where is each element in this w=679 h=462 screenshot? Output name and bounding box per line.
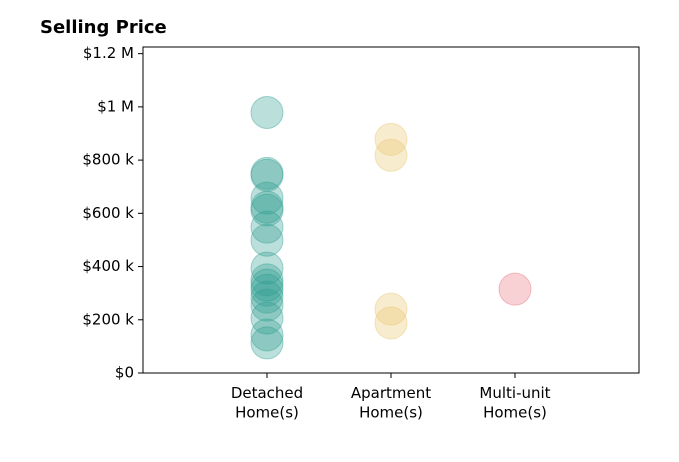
point — [250, 280, 284, 314]
point — [250, 190, 284, 224]
point — [250, 181, 284, 215]
x-tick-label: Multi-unit Home(s) — [479, 384, 550, 422]
point — [250, 193, 284, 227]
y-tick-label: $800 k — [82, 151, 134, 169]
point — [250, 273, 284, 307]
point — [250, 95, 284, 129]
y-tick-label: $0 — [115, 364, 134, 382]
point — [498, 272, 532, 306]
y-tick-label: $600 k — [82, 204, 134, 222]
y-tick-label: $400 k — [82, 257, 134, 275]
point — [250, 268, 284, 302]
point — [250, 301, 284, 335]
point — [374, 122, 408, 156]
point — [250, 158, 284, 192]
point — [250, 210, 284, 244]
point — [250, 288, 284, 322]
point — [250, 251, 284, 285]
point — [250, 263, 284, 297]
y-tick-label: $200 k — [82, 310, 134, 328]
point — [250, 326, 284, 360]
y-tick-label: $1.2 M — [83, 44, 134, 62]
point — [250, 223, 284, 257]
y-tick-label: $1 M — [97, 97, 134, 115]
point — [374, 292, 408, 326]
point — [374, 306, 408, 340]
x-tick-label: Apartment Home(s) — [351, 384, 431, 422]
x-tick-label: Detached Home(s) — [231, 384, 303, 422]
point — [250, 156, 284, 190]
point — [374, 138, 408, 172]
point — [250, 318, 284, 352]
chart-title: Selling Price — [40, 17, 167, 38]
